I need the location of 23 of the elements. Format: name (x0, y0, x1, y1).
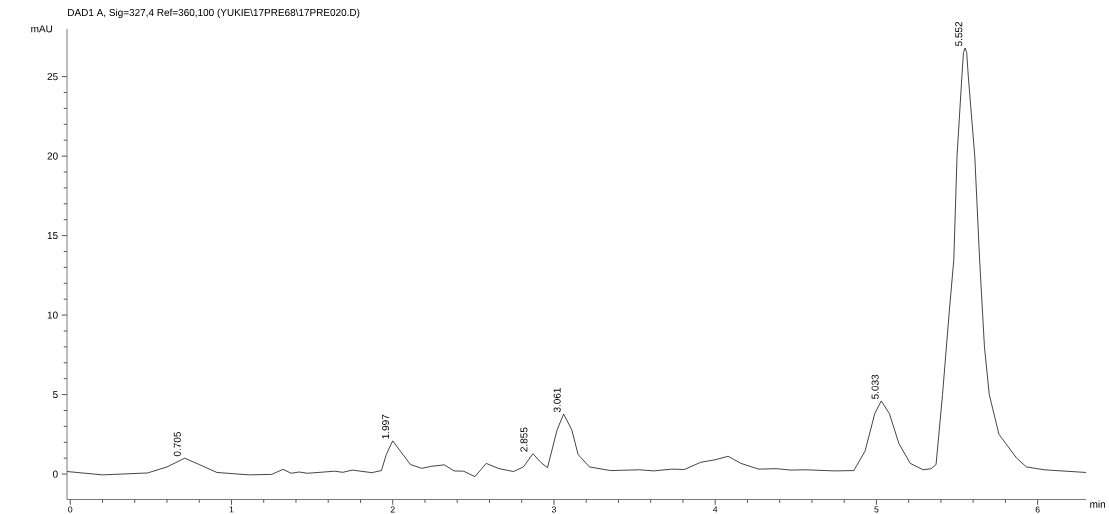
y-tick-label: 10 (47, 311, 58, 319)
x-tick-label: 0 (68, 506, 73, 513)
y-tick-label: 20 (47, 152, 58, 160)
y-tick-label: 25 (47, 73, 58, 81)
y-axis-title: mAU (31, 25, 53, 33)
y-tick-label: 15 (47, 232, 58, 240)
annotation: 5.552 (955, 22, 963, 47)
x-tick-label: 2 (390, 506, 395, 513)
annotation: 0.705 (173, 432, 181, 457)
annotation: 1.997 (382, 414, 390, 439)
x-tick-label: 6 (1035, 506, 1040, 513)
x-tick-label: 1 (229, 506, 234, 513)
annotation: 2.855 (520, 427, 528, 452)
y-tick-label: 5 (52, 391, 58, 399)
line-series (66, 47, 1087, 478)
x-axis-title: min (1090, 500, 1106, 508)
x-tick-label: 5 (874, 506, 879, 513)
annotation: 5.033 (871, 374, 879, 400)
x-tick-label: 3 (551, 506, 556, 513)
x-tick-label: 4 (712, 506, 718, 513)
chart-title: DAD1 A, Sig=327,4 Ref=360,100 (YUKIE\17PRE68\17PRE020.D) (68, 8, 360, 19)
y-tick-label: 0 (52, 470, 58, 478)
annotation: 3.061 (553, 388, 561, 413)
